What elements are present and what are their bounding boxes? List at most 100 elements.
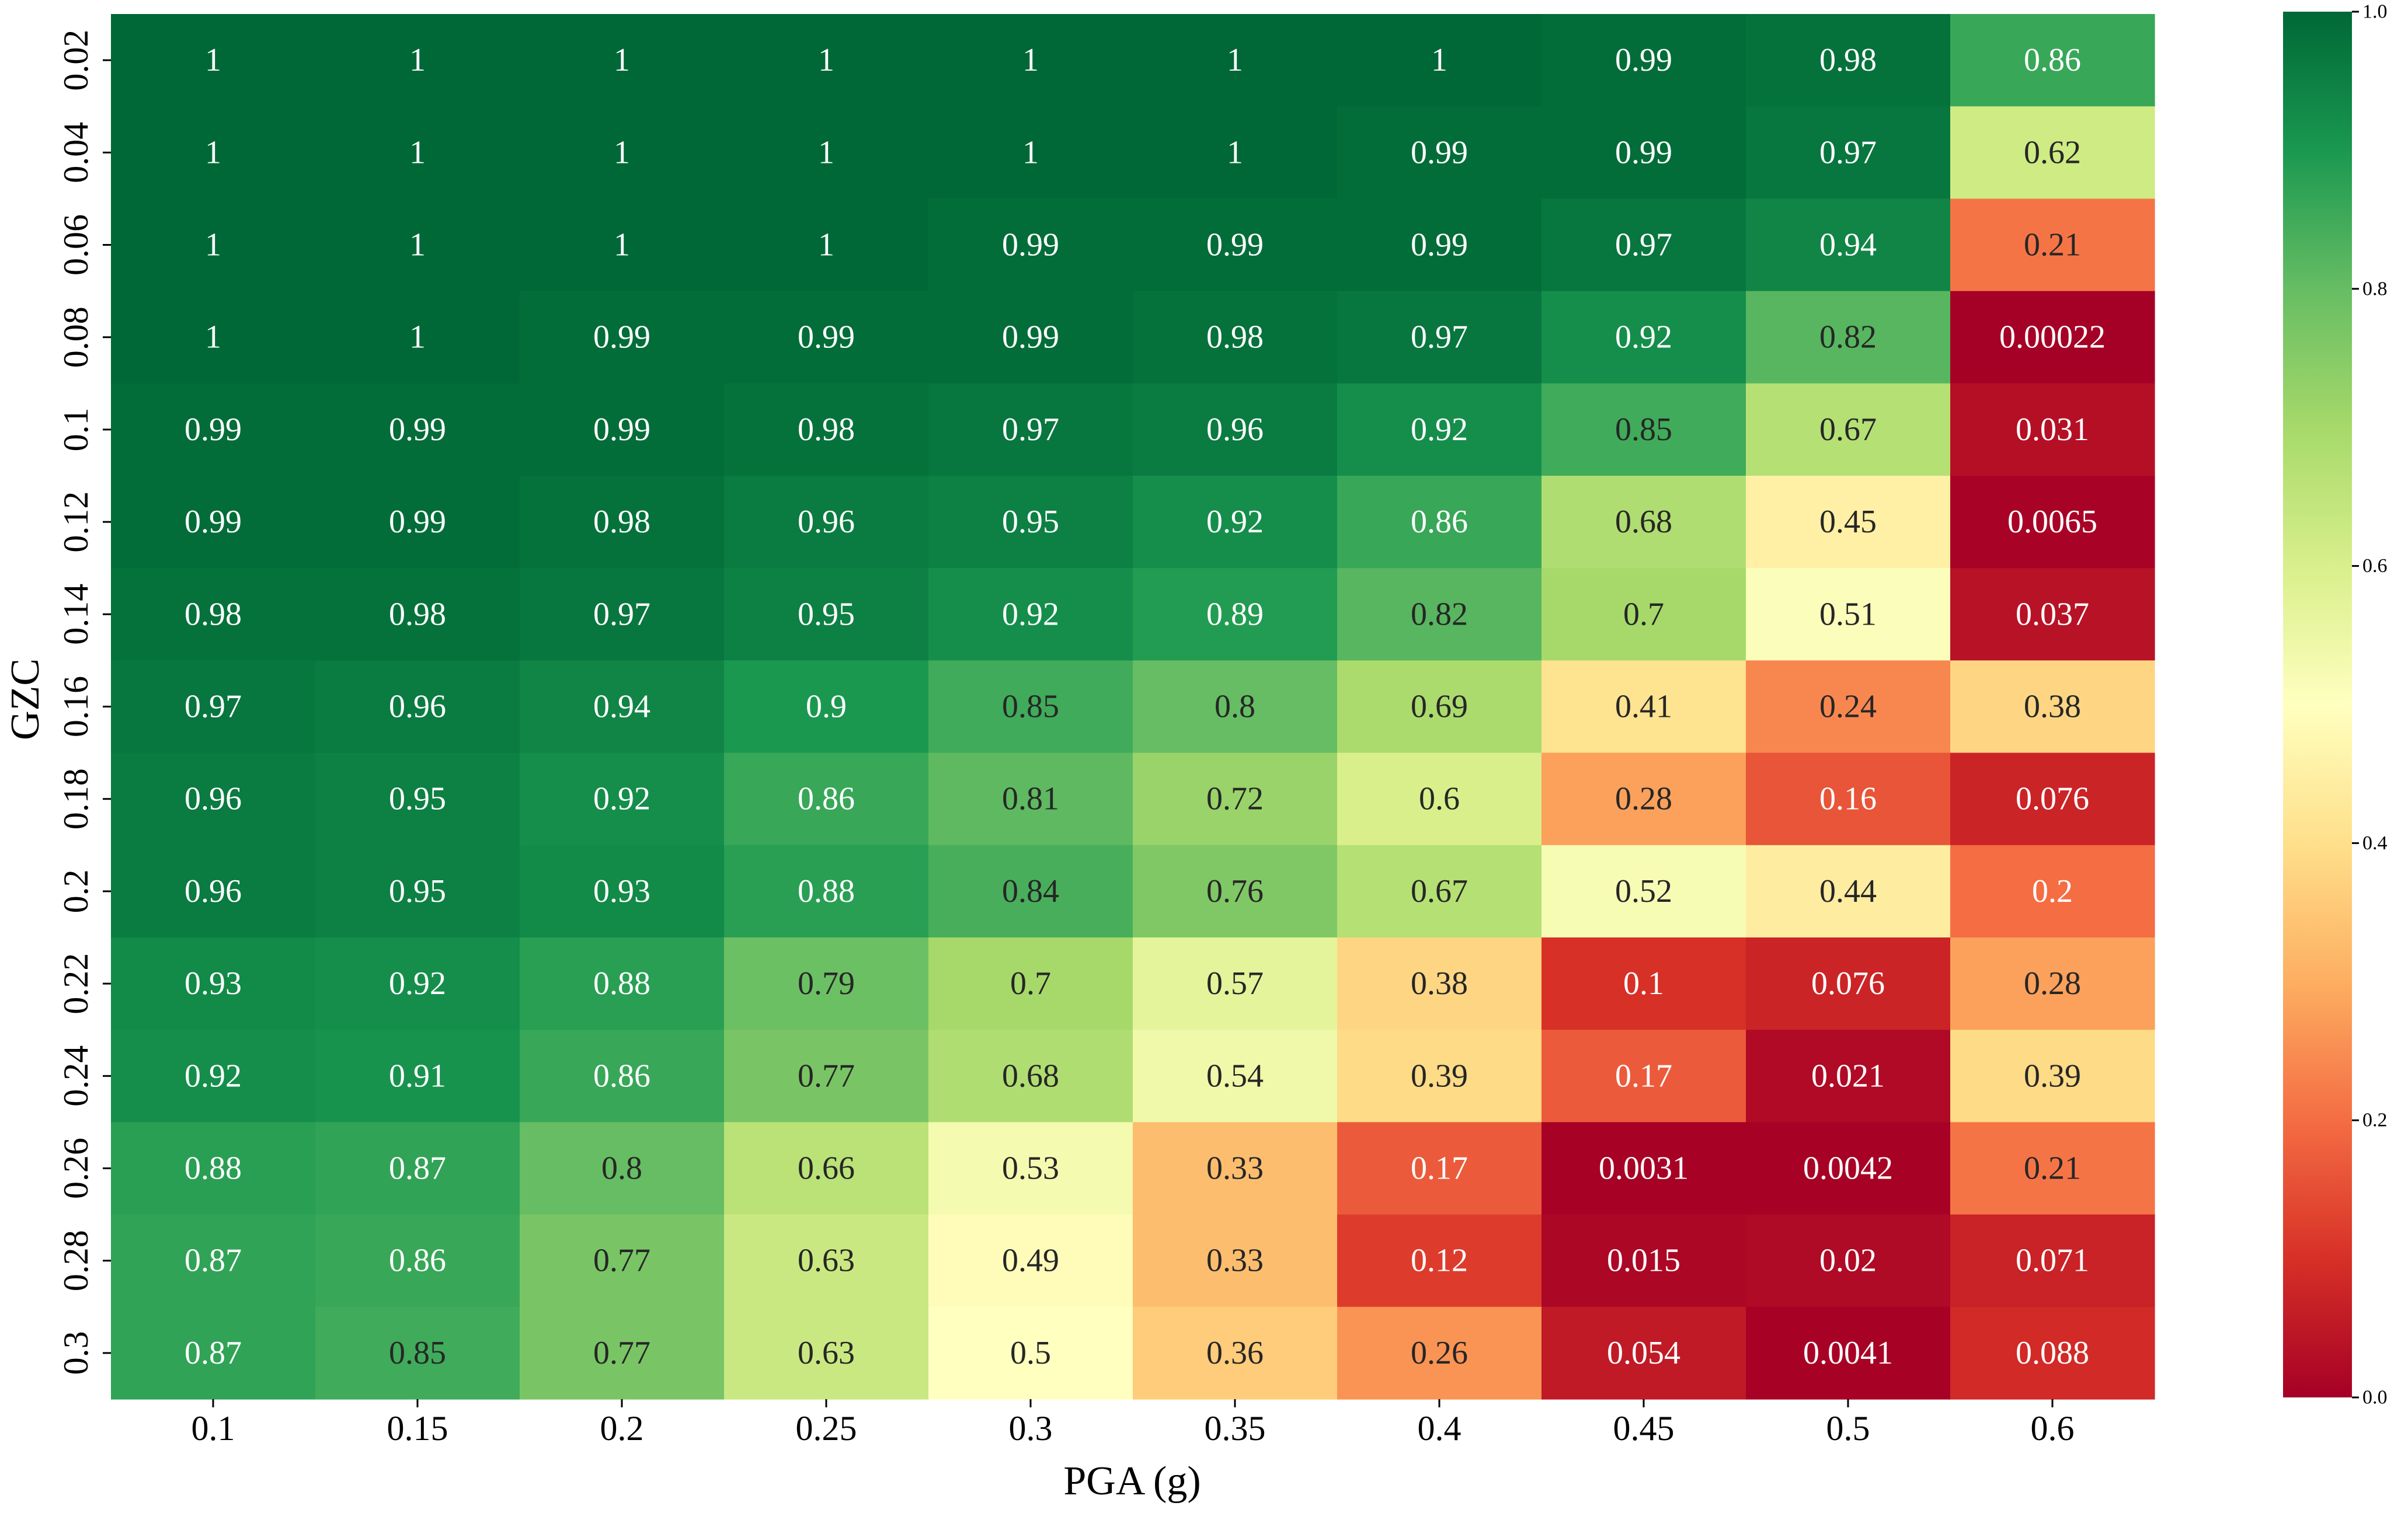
colorbar-tick-label: 0.0 xyxy=(2362,1387,2388,1409)
heatmap-cell xyxy=(1337,476,1542,569)
heatmap-cell-label: 0.9 xyxy=(806,689,847,725)
heatmap-cell xyxy=(1541,568,1746,661)
heatmap-cell xyxy=(1746,845,1951,938)
heatmap-cell-label: 0.99 xyxy=(1615,134,1672,170)
heatmap-cell-label: 0.21 xyxy=(2024,227,2081,263)
y-tick-label: 0.18 xyxy=(57,768,95,829)
heatmap-cell xyxy=(1950,383,2155,476)
heatmap-cell xyxy=(520,476,725,569)
heatmap-cell xyxy=(520,291,725,384)
heatmap-cell-label: 0.28 xyxy=(1615,781,1672,817)
heatmap-cell-label: 1 xyxy=(1227,134,1243,170)
heatmap-cell xyxy=(111,660,316,754)
heatmap-cell-label: 0.82 xyxy=(1411,596,1468,632)
heatmap-cell-label: 1 xyxy=(614,134,630,170)
heatmap-cell xyxy=(1746,660,1951,754)
heatmap-cell-label: 0.088 xyxy=(2016,1335,2089,1371)
colorbar-ticks: 0.0 0.2 0.4 0.6 0.8 1.0 xyxy=(2352,1,2388,1409)
heatmap-cell-label: 0.97 xyxy=(593,596,650,632)
heatmap-cell xyxy=(1950,568,2155,661)
x-tick-label: 0.1 xyxy=(192,1409,235,1448)
heatmap-cell xyxy=(928,198,1133,292)
heatmap-cell xyxy=(315,660,520,754)
heatmap-cell xyxy=(1133,383,1338,476)
heatmap-cell-label: 0.63 xyxy=(798,1335,855,1371)
heatmap-cell xyxy=(1133,14,1338,107)
heatmap-cell xyxy=(520,106,725,199)
y-tick-label: 0.1 xyxy=(57,407,95,451)
heatmap-cell-label: 0.99 xyxy=(185,504,242,540)
heatmap-cell-label: 0.96 xyxy=(185,781,242,817)
heatmap-cell-label: 0.26 xyxy=(1411,1335,1468,1371)
heatmap-cell xyxy=(1337,1122,1542,1215)
heatmap-cell-label: 0.39 xyxy=(1411,1058,1468,1094)
heatmap-cell xyxy=(1746,937,1951,1030)
heatmap-cell xyxy=(111,198,316,292)
heatmap-cell xyxy=(520,752,725,846)
heatmap-cell xyxy=(1541,660,1746,754)
heatmap-cell-label: 0.17 xyxy=(1411,1151,1468,1187)
heatmap-cell xyxy=(1133,845,1338,938)
heatmap-cell-label: 0.00022 xyxy=(1999,319,2106,355)
heatmap-cell xyxy=(724,1122,929,1215)
heatmap-cell-label: 0.49 xyxy=(1002,1243,1059,1279)
heatmap-cell xyxy=(1541,1306,1746,1400)
heatmap-cell-label: 0.96 xyxy=(389,689,446,725)
heatmap-cell xyxy=(1541,1122,1746,1215)
heatmap-cell xyxy=(1950,845,2155,938)
heatmap-cell xyxy=(1746,476,1951,569)
heatmap-cell xyxy=(1950,752,2155,846)
heatmap-cell xyxy=(315,1122,520,1215)
heatmap-cell-label: 0.98 xyxy=(798,412,855,448)
heatmap-cell xyxy=(1950,198,2155,292)
heatmap-cell xyxy=(1337,568,1542,661)
heatmap-cell xyxy=(315,383,520,476)
x-tick-label: 0.15 xyxy=(387,1409,448,1448)
heatmap-cell xyxy=(1337,1306,1542,1400)
heatmap-cell-label: 0.99 xyxy=(1206,227,1264,263)
y-tick-label: 0.02 xyxy=(57,30,95,91)
heatmap-cell-label: 0.021 xyxy=(1811,1058,1885,1094)
y-tick-label: 0.06 xyxy=(57,214,95,276)
heatmap-cell-label: 0.54 xyxy=(1206,1058,1264,1094)
heatmap-cell xyxy=(928,937,1133,1030)
heatmap-cell xyxy=(1133,1030,1338,1122)
y-axis-ticks: 0.02 0.04 0.06 0.08 0.1 0.12 0.14 0.16 0.18 0.2 0.… xyxy=(57,30,111,1375)
heatmap-cell xyxy=(724,1214,929,1308)
heatmap-cell-label: 0.87 xyxy=(389,1151,446,1187)
heatmap-cell xyxy=(928,568,1133,661)
heatmap-cell-label: 1 xyxy=(205,227,221,263)
heatmap-cell xyxy=(520,568,725,661)
heatmap-cell-label: 0.72 xyxy=(1206,781,1264,817)
heatmap-cell-label: 0.17 xyxy=(1615,1058,1672,1094)
heatmap-cell-label: 0.071 xyxy=(2016,1243,2089,1279)
heatmap-cell-label: 0.94 xyxy=(1819,227,1877,263)
heatmap-cell-label: 0.0042 xyxy=(1803,1151,1893,1187)
heatmap-cell xyxy=(928,383,1133,476)
heatmap-cell xyxy=(724,660,929,754)
heatmap-cell xyxy=(520,1306,725,1400)
heatmap-cell xyxy=(111,1030,316,1122)
heatmap-cell xyxy=(111,106,316,199)
heatmap-cell-label: 0.99 xyxy=(389,412,446,448)
heatmap-cell xyxy=(315,1030,520,1122)
heatmap-cell-label: 0.36 xyxy=(1206,1335,1264,1371)
heatmap-cell xyxy=(724,1306,929,1400)
heatmap-cell-label: 0.0041 xyxy=(1803,1335,1893,1371)
heatmap-cell-label: 0.67 xyxy=(1819,412,1877,448)
heatmap-cell xyxy=(1133,476,1338,569)
heatmap-cell xyxy=(928,660,1133,754)
heatmap-cell-label: 0.86 xyxy=(593,1058,650,1094)
heatmap-cell xyxy=(1337,752,1542,846)
heatmap-cell-label: 0.97 xyxy=(1002,412,1059,448)
heatmap-cell-label: 0.81 xyxy=(1002,781,1059,817)
heatmap-cell xyxy=(1541,198,1746,292)
heatmap-cell xyxy=(928,476,1133,569)
heatmap-cell xyxy=(111,14,316,107)
heatmap-cell xyxy=(1950,1306,2155,1400)
heatmap-cell xyxy=(1746,291,1951,384)
heatmap-cell xyxy=(111,568,316,661)
heatmap-cell xyxy=(1950,1122,2155,1215)
heatmap-cell xyxy=(1541,937,1746,1030)
